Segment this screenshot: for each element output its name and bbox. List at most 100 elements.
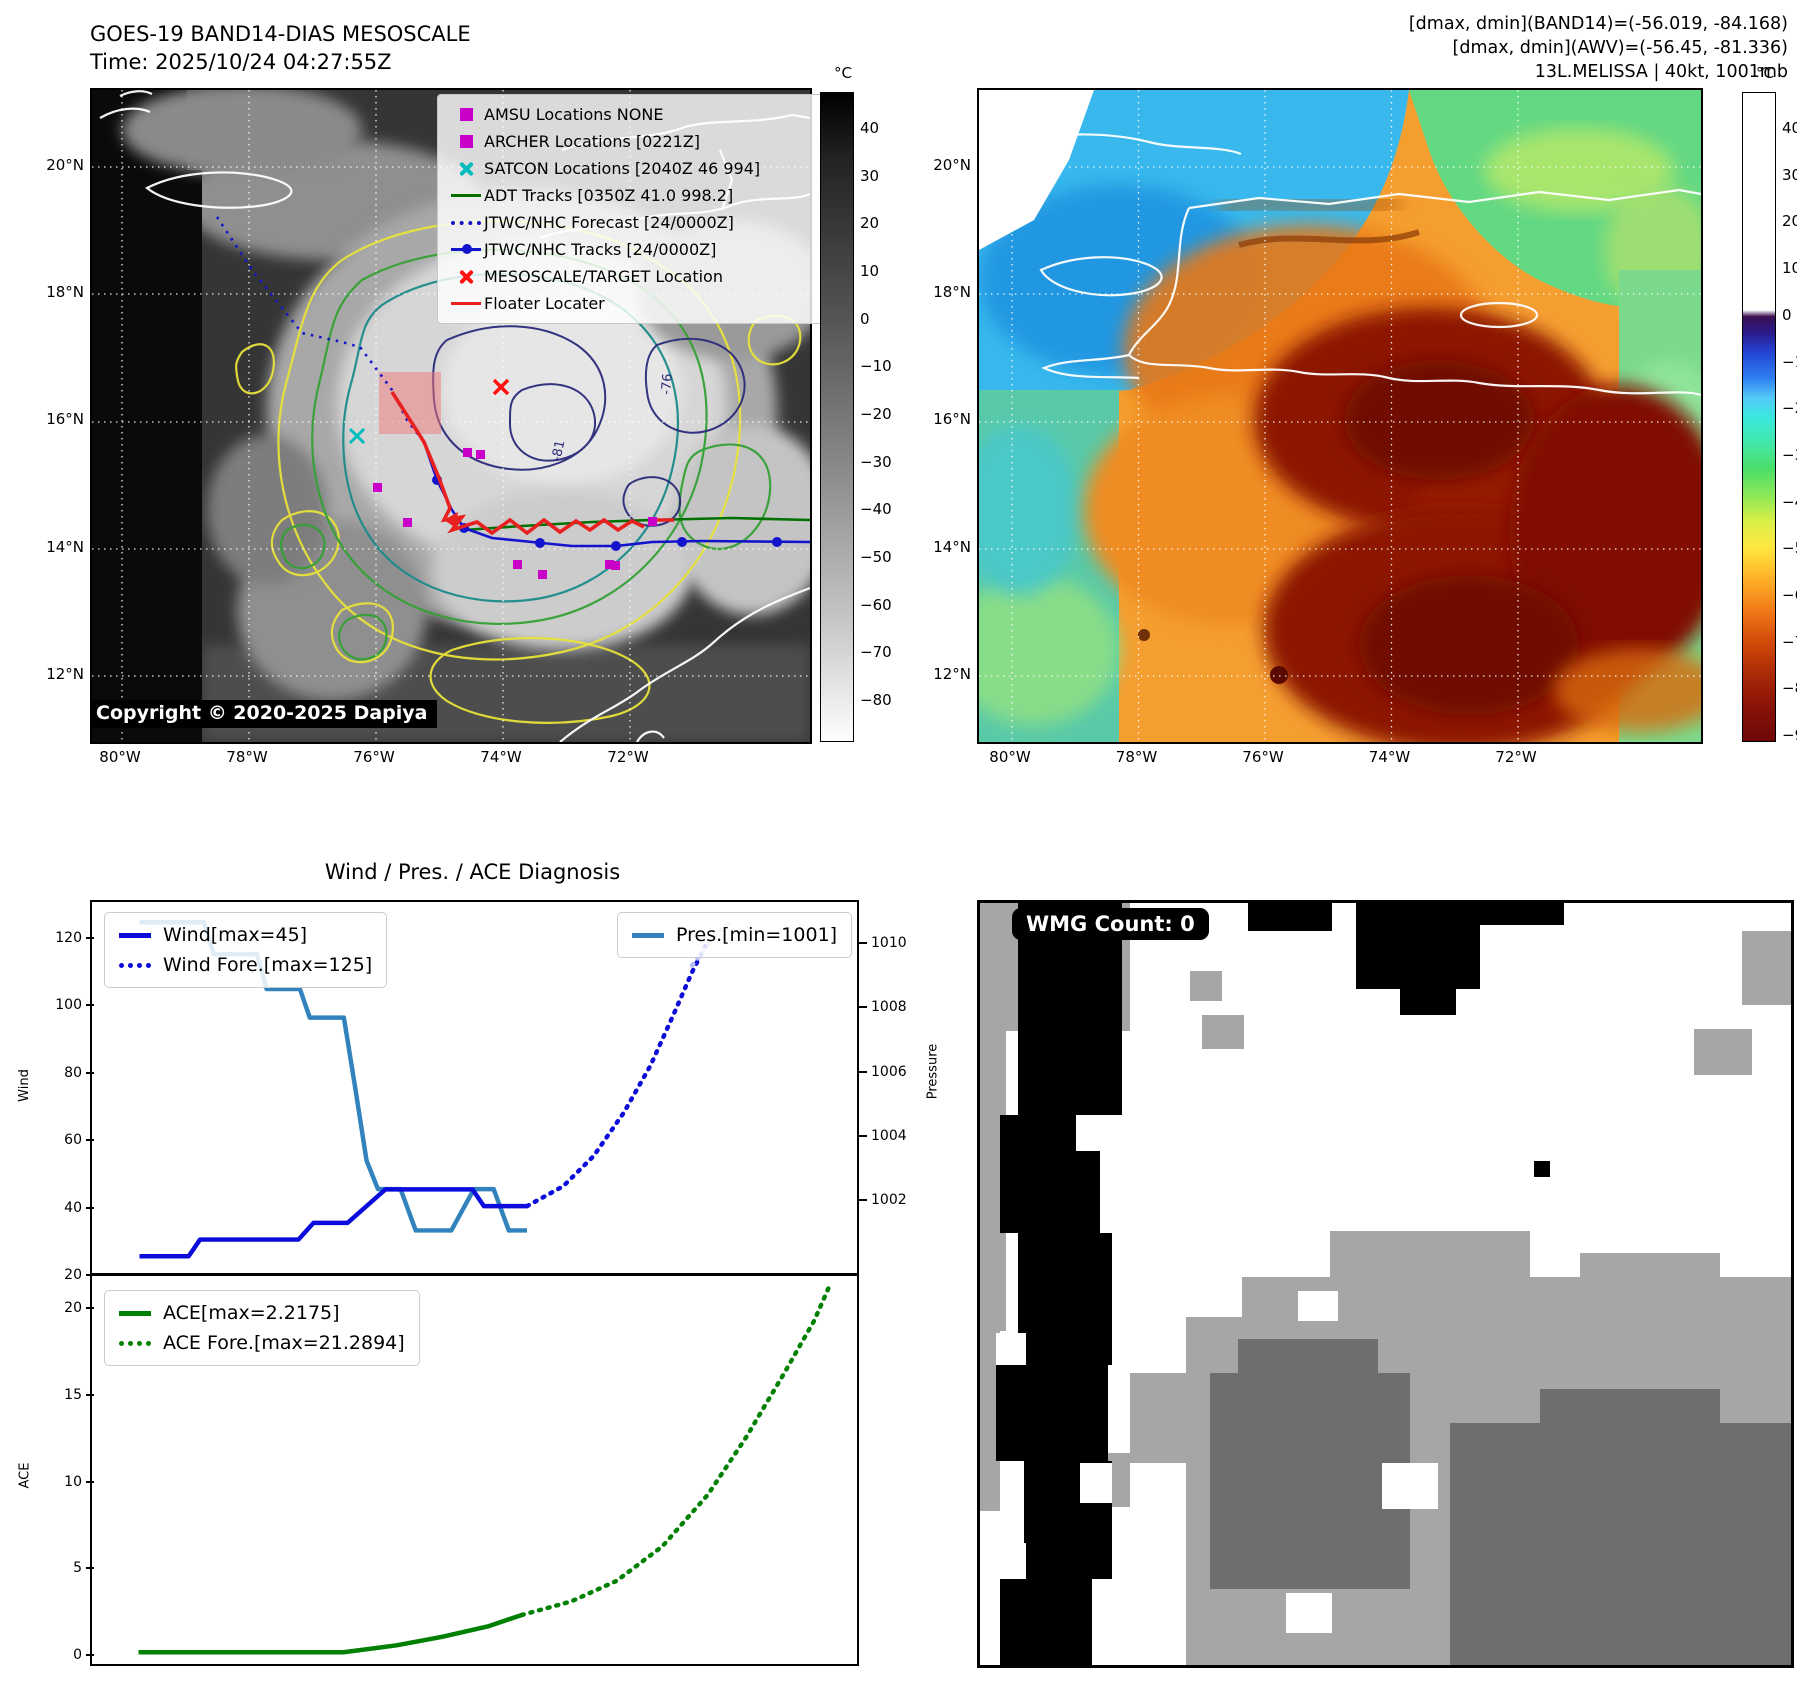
left-colorbar-ticks: 40 30 20 10 0 −10 −20 −30 −40 −50 −60 −70 −80 bbox=[860, 92, 904, 740]
dmax-band14: [dmax, dmin](BAND14)=(-56.019, -84.168) bbox=[1408, 14, 1788, 34]
tick-label: 20 bbox=[64, 1300, 82, 1316]
copyright-watermark: Copyright © 2020-2025 Dapiya bbox=[92, 700, 438, 728]
legend-item-tracks: JTWC/NHC Tracks [24/0000Z] bbox=[448, 236, 820, 263]
tick-label: −10 bbox=[1782, 352, 1797, 371]
tick-label: 80°W bbox=[99, 748, 141, 766]
contour-label: -76 bbox=[659, 373, 676, 395]
satcon-marker bbox=[348, 427, 366, 445]
series-Wind[max=45] bbox=[139, 1187, 528, 1259]
legend-item-satcon: SATCON Locations [2040Z 46 994] bbox=[448, 155, 820, 182]
magenta-square-icon bbox=[448, 135, 484, 148]
satellite-title: GOES-19 BAND14-DIAS MESOSCALE bbox=[90, 22, 471, 46]
wmg-classification-panel bbox=[977, 900, 1794, 1668]
tick-label: −30 bbox=[860, 452, 892, 471]
storm-id: 13L.MELISSA | 40kt, 1001mb bbox=[1534, 62, 1788, 83]
tick-label: 30 bbox=[860, 166, 880, 185]
tick-label: 1006 bbox=[871, 1063, 907, 1080]
tick-label: −50 bbox=[1782, 539, 1797, 558]
tick-label: 40 bbox=[64, 1199, 82, 1216]
wind-legend: Wind[max=45] Wind Fore.[max=125] bbox=[104, 912, 388, 988]
tick-label: 120 bbox=[55, 930, 82, 946]
band14-colorbar bbox=[820, 92, 854, 742]
tick-label: 74°W bbox=[480, 748, 522, 766]
green-line-icon bbox=[448, 193, 484, 198]
tick-label: 76°W bbox=[353, 748, 395, 766]
tick-label: −30 bbox=[1782, 445, 1797, 464]
mesoscale-target-marker bbox=[492, 378, 510, 396]
legend-item-archer: ARCHER Locations [0221Z] bbox=[448, 128, 820, 155]
floater-arrowhead bbox=[444, 512, 458, 528]
tick-label: −60 bbox=[1782, 586, 1797, 604]
awv-colorbar bbox=[1742, 92, 1776, 742]
tick-label: 60 bbox=[64, 1132, 82, 1149]
legend-item-ace-forecast: ACE Fore.[max=21.2894] bbox=[119, 1328, 405, 1358]
legend-item-target: MESOSCALE/TARGET Location bbox=[448, 263, 820, 290]
wmg-count-badge: WMG Count: 0 bbox=[1012, 908, 1209, 940]
tick-label: 10 bbox=[860, 261, 880, 280]
tick-label: −60 bbox=[860, 595, 892, 614]
tick-label: −40 bbox=[1782, 492, 1797, 511]
chart-divider bbox=[90, 1273, 859, 1276]
blue-line-icon bbox=[119, 932, 163, 938]
tick-label: −80 bbox=[1782, 679, 1797, 698]
tick-label: −40 bbox=[860, 500, 892, 519]
tick-label: 80°W bbox=[989, 748, 1031, 766]
coastlines bbox=[993, 133, 1701, 397]
right-colorbar-ticks: 40 30 20 10 0 −10 −20 −30 −40 −50 −60 −70 −80 −90 bbox=[1782, 92, 1797, 744]
ace-chart bbox=[138, 1284, 832, 1655]
tick-label: 5 bbox=[73, 1560, 82, 1577]
wind-axis-label: Wind bbox=[16, 1069, 32, 1102]
tick-label: 14°N bbox=[46, 537, 84, 556]
legend-item-wind: Wind[max=45] bbox=[119, 920, 372, 950]
tick-label: −50 bbox=[860, 547, 892, 566]
mesoscale-sector-box bbox=[379, 372, 441, 434]
legend-item-floater: Floater Locater bbox=[448, 290, 820, 317]
right-panel-header: [dmax, dmin](BAND14)=(-56.019, -84.168) … bbox=[1100, 12, 1788, 84]
red-line-icon bbox=[448, 301, 484, 306]
tick-label: −20 bbox=[860, 404, 892, 423]
jtwc-forecast-track bbox=[215, 216, 426, 443]
left-panel-title: GOES-19 BAND14-DIAS MESOSCALE Time: 2025… bbox=[90, 20, 471, 77]
tick-label: 14°N bbox=[933, 537, 971, 556]
tick-label: 10 bbox=[1782, 259, 1797, 278]
satellite-time: Time: 2025/10/24 04:27:55Z bbox=[90, 50, 392, 75]
tick-label: 18°N bbox=[46, 283, 84, 302]
cyan-x-icon bbox=[448, 161, 484, 176]
right-map-lon-axis: 80°W 78°W 76°W 74°W 72°W bbox=[977, 748, 1699, 770]
blue-dotted-line-icon bbox=[448, 220, 484, 225]
adt-track bbox=[463, 516, 810, 532]
legend-item-adt: ADT Tracks [0350Z 41.0 998.2] bbox=[448, 182, 820, 209]
legend-item-wind-forecast: Wind Fore.[max=125] bbox=[119, 950, 372, 980]
pressure-legend: Pres.[min=1001] bbox=[617, 912, 853, 958]
legend-item-pressure: Pres.[min=1001] bbox=[632, 920, 837, 950]
tick-label: 20°N bbox=[46, 156, 84, 174]
tick-label: 20 bbox=[1782, 212, 1797, 231]
charts-title: Wind / Pres. / ACE Diagnosis bbox=[324, 860, 621, 884]
tick-label: 100 bbox=[55, 997, 82, 1014]
tick-label: 10 bbox=[64, 1473, 82, 1490]
tick-label: 15 bbox=[64, 1386, 82, 1403]
tick-label: 30 bbox=[1782, 165, 1797, 184]
tick-label: 76°W bbox=[1242, 748, 1284, 766]
tick-label: 72°W bbox=[1495, 748, 1537, 766]
tick-label: 40 bbox=[1782, 119, 1797, 137]
blue-dotted-line-icon bbox=[119, 962, 163, 968]
tick-label: 78°W bbox=[1115, 748, 1158, 766]
tick-label: 72°W bbox=[607, 748, 649, 766]
green-dotted-line-icon bbox=[119, 1340, 163, 1346]
contour-label: -81 bbox=[549, 439, 568, 463]
pressure-axis-label: Pressure bbox=[925, 1043, 941, 1100]
tick-label: 80 bbox=[64, 1064, 82, 1081]
legend-item-amsu: AMSU Locations NONE bbox=[448, 101, 820, 128]
tick-label: 0 bbox=[73, 1647, 82, 1663]
steelblue-line-icon bbox=[632, 932, 676, 938]
left-map-lat-axis: 20°N 18°N 16°N 14°N 12°N bbox=[34, 88, 84, 740]
tick-label: 0 bbox=[1782, 305, 1792, 324]
left-map-lon-axis: 80°W 78°W 76°W 74°W 72°W bbox=[90, 748, 808, 770]
tick-label: 1010 bbox=[871, 935, 907, 951]
tick-label: 12°N bbox=[46, 664, 84, 683]
map-legend: AMSU Locations NONE ARCHER Locations [02… bbox=[437, 94, 831, 324]
blue-line-dot-icon bbox=[448, 244, 484, 254]
floater-track bbox=[390, 391, 645, 536]
